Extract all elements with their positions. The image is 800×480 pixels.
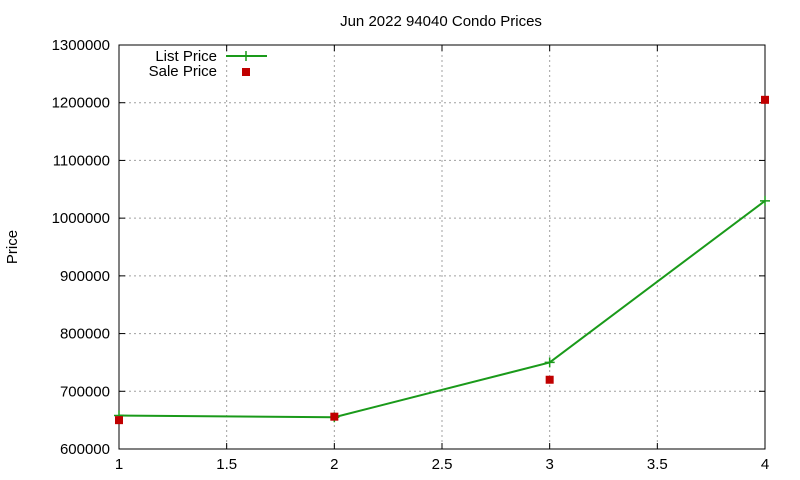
- x-tick-label: 2.5: [432, 456, 453, 473]
- y-tick-label: 800000: [60, 326, 110, 343]
- grid: [119, 45, 765, 449]
- legend-marker-list-price: [241, 51, 251, 61]
- axis-ticks: 1 1.5 2 2.5 3 3.5 4 600000 700000 800000 900000 100…: [52, 37, 770, 473]
- y-tick-label: 600000: [60, 441, 110, 458]
- x-tick-label: 3.5: [647, 456, 668, 473]
- x-tick-label: 3: [545, 456, 553, 473]
- x-tick-label: 1: [115, 456, 123, 473]
- y-tick-label: 1300000: [52, 37, 110, 54]
- legend-label-list-price: List Price: [155, 48, 217, 65]
- y-axis-label: Price: [4, 230, 21, 264]
- legend: List Price Sale Price: [149, 48, 267, 80]
- plot-frame: [118, 44, 766, 450]
- legend-marker-sale-price: [242, 68, 250, 76]
- y-tick-label: 1000000: [52, 210, 110, 227]
- y-tick-label: 700000: [60, 383, 110, 400]
- chart-title: Jun 2022 94040 Condo Prices: [340, 13, 542, 30]
- legend-label-sale-price: Sale Price: [149, 63, 217, 80]
- y-tick-label: 1100000: [53, 152, 110, 169]
- sale-price-point: [545, 375, 554, 384]
- sale-price-point: [761, 95, 769, 104]
- series: [114, 95, 770, 425]
- sale-price-point: [115, 416, 123, 425]
- x-tick-label: 4: [761, 456, 769, 473]
- x-tick-label: 1.5: [216, 456, 237, 473]
- list-price-point: [544, 357, 555, 368]
- list-price-line: [118, 200, 766, 419]
- y-tick-label: 900000: [60, 268, 110, 285]
- x-tick-label: 2: [330, 456, 338, 473]
- sale-price-point: [330, 412, 339, 421]
- y-tick-label: 1200000: [52, 95, 110, 112]
- list-price-point: [760, 195, 770, 206]
